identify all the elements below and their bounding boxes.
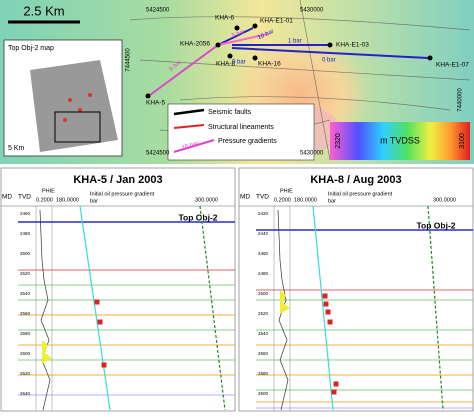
pressure-point bbox=[327, 319, 333, 325]
scale-label: 2.5 Km bbox=[23, 3, 64, 18]
colorbar-min: 2320 bbox=[335, 133, 342, 149]
inset-scale: 5 Km bbox=[8, 145, 25, 152]
depth-label: 2500 bbox=[20, 251, 31, 256]
coord-top: 5430000 bbox=[300, 8, 324, 14]
header: 180.0000 bbox=[294, 197, 317, 203]
legend-arrow-label: 10 bar bbox=[181, 141, 199, 152]
depth-label: 2560 bbox=[258, 351, 269, 356]
header: bar bbox=[328, 198, 336, 204]
depth-label: 2580 bbox=[258, 371, 269, 376]
horizon-label: Top Obj-2 bbox=[178, 212, 217, 222]
header: bar bbox=[90, 198, 98, 204]
legend-label: Seismic faults bbox=[208, 109, 252, 116]
depth-label: 2640 bbox=[20, 391, 31, 396]
header: MD bbox=[240, 194, 250, 201]
depth-label: 2540 bbox=[20, 291, 31, 296]
well-label: KHA-5 bbox=[146, 100, 166, 107]
horizon-label: Top Obj-2 bbox=[416, 220, 455, 230]
coord-bottom: 5430000 bbox=[300, 151, 324, 157]
map bbox=[0, 0, 474, 164]
pressure-point bbox=[325, 309, 331, 315]
depth-label: 2480 bbox=[258, 271, 269, 276]
colorbar-label: m TVDSS bbox=[380, 135, 420, 145]
header: 300.0000 bbox=[433, 197, 456, 203]
header: TVD bbox=[256, 194, 269, 201]
porosity-fill bbox=[42, 340, 52, 364]
pressure-point bbox=[94, 299, 100, 305]
porosity-log bbox=[39, 209, 51, 411]
panel-title: KHA-5 / Jan 2003 bbox=[73, 174, 162, 186]
pressure-label: 5 bar bbox=[231, 29, 246, 39]
well-label: KHA-E1-03 bbox=[336, 42, 369, 49]
pressure-point bbox=[322, 293, 328, 299]
coord-top: 5424500 bbox=[146, 8, 170, 14]
initial-gradient bbox=[199, 205, 226, 411]
panel-frame bbox=[0, 167, 236, 412]
pressure-point bbox=[101, 362, 107, 368]
pressure-point bbox=[333, 381, 339, 387]
coord-left: 7444500 bbox=[126, 48, 132, 72]
depth-label: 2620 bbox=[20, 371, 31, 376]
colorbar-max: 3100 bbox=[459, 133, 466, 149]
panel-title: KHA-8 / Aug 2003 bbox=[310, 174, 401, 186]
depth-label: 2420 bbox=[258, 211, 269, 216]
well-label: KHA-8 bbox=[216, 61, 236, 68]
header: 180.0000 bbox=[56, 197, 79, 203]
initial-gradient bbox=[427, 205, 444, 411]
legend-label: Structural lineaments bbox=[208, 124, 274, 131]
pressure-label: 1 bar bbox=[288, 39, 302, 45]
depth-label: 2460 bbox=[20, 211, 31, 216]
depth-label: 2500 bbox=[258, 291, 269, 296]
header: TVD bbox=[18, 194, 31, 201]
well-label: KHA-E1-01 bbox=[260, 18, 293, 25]
header: 300.0000 bbox=[195, 197, 218, 203]
pressure-gradient bbox=[312, 205, 334, 411]
pressure-point bbox=[97, 319, 103, 325]
depth-label: 2540 bbox=[258, 331, 269, 336]
depth-label: 2520 bbox=[258, 311, 269, 316]
depth-label: 2560 bbox=[20, 311, 31, 316]
header: Initial oil pressure gradient bbox=[328, 191, 393, 197]
depth-label: 2440 bbox=[258, 231, 269, 236]
well-label: KHA-E1-07 bbox=[436, 62, 469, 69]
porosity-fill bbox=[280, 290, 290, 314]
pressure-label: 0 bar bbox=[232, 60, 246, 66]
pressure-point bbox=[331, 389, 337, 395]
depth-label: 2600 bbox=[20, 351, 31, 356]
pressure-gradient bbox=[79, 205, 111, 411]
depth-label: 2600 bbox=[258, 391, 269, 396]
well-label: KHA-6 bbox=[215, 15, 235, 22]
coord-bottom: 5424500 bbox=[146, 151, 170, 157]
pressure-point bbox=[323, 301, 329, 307]
porosity-log bbox=[277, 209, 289, 411]
panel-frame bbox=[238, 167, 474, 412]
header: Initial oil pressure gradient bbox=[90, 191, 155, 197]
depth-label: 2460 bbox=[258, 251, 269, 256]
pressure-label: 0 bar bbox=[322, 58, 336, 64]
depth-label: 2580 bbox=[20, 331, 31, 336]
header: 0.2000 bbox=[36, 197, 53, 203]
header: PHIE bbox=[280, 188, 293, 194]
header: MD bbox=[2, 194, 12, 201]
well-label: KHA-16 bbox=[258, 61, 281, 68]
coord-right: 7440000 bbox=[458, 88, 464, 112]
depth-label: 2480 bbox=[20, 231, 31, 236]
inset-title: Top Obj-2 map bbox=[8, 45, 54, 52]
legend-label: Pressure gradients bbox=[218, 138, 277, 145]
depth-label: 2520 bbox=[20, 271, 31, 276]
header: PHIE bbox=[42, 188, 55, 194]
header: 0.2000 bbox=[274, 197, 291, 203]
well-label: KHA-2056 bbox=[180, 41, 210, 48]
